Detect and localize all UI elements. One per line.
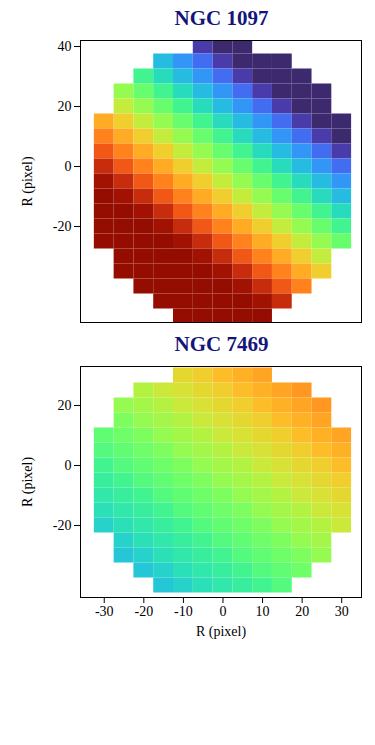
- html-text:NGC 1097: NGC 1097: [174, 6, 269, 30]
- svg-text:10: 10: [256, 604, 270, 619]
- svg-text:30: 30: [335, 604, 349, 619]
- svg-text:-10: -10: [174, 604, 193, 619]
- svg-text:-20: -20: [53, 219, 72, 234]
- svg-text:20: 20: [295, 604, 309, 619]
- svg-text:R (pixel): R (pixel): [196, 624, 246, 640]
- svg-text:20: 20: [58, 398, 72, 413]
- svg-text:-20: -20: [134, 604, 153, 619]
- svg-text:-20: -20: [53, 518, 72, 533]
- svg-text:-30: -30: [95, 604, 114, 619]
- svg-text:R (pixel): R (pixel): [20, 156, 36, 206]
- svg-text:0: 0: [65, 458, 72, 473]
- svg-text:0: 0: [219, 604, 226, 619]
- html-text:NGC 7469: NGC 7469: [174, 332, 269, 356]
- svg-text:0: 0: [65, 159, 72, 174]
- svg-text:R (pixel): R (pixel): [20, 457, 36, 507]
- svg-text:20: 20: [58, 99, 72, 114]
- svg-text:40: 40: [58, 39, 72, 54]
